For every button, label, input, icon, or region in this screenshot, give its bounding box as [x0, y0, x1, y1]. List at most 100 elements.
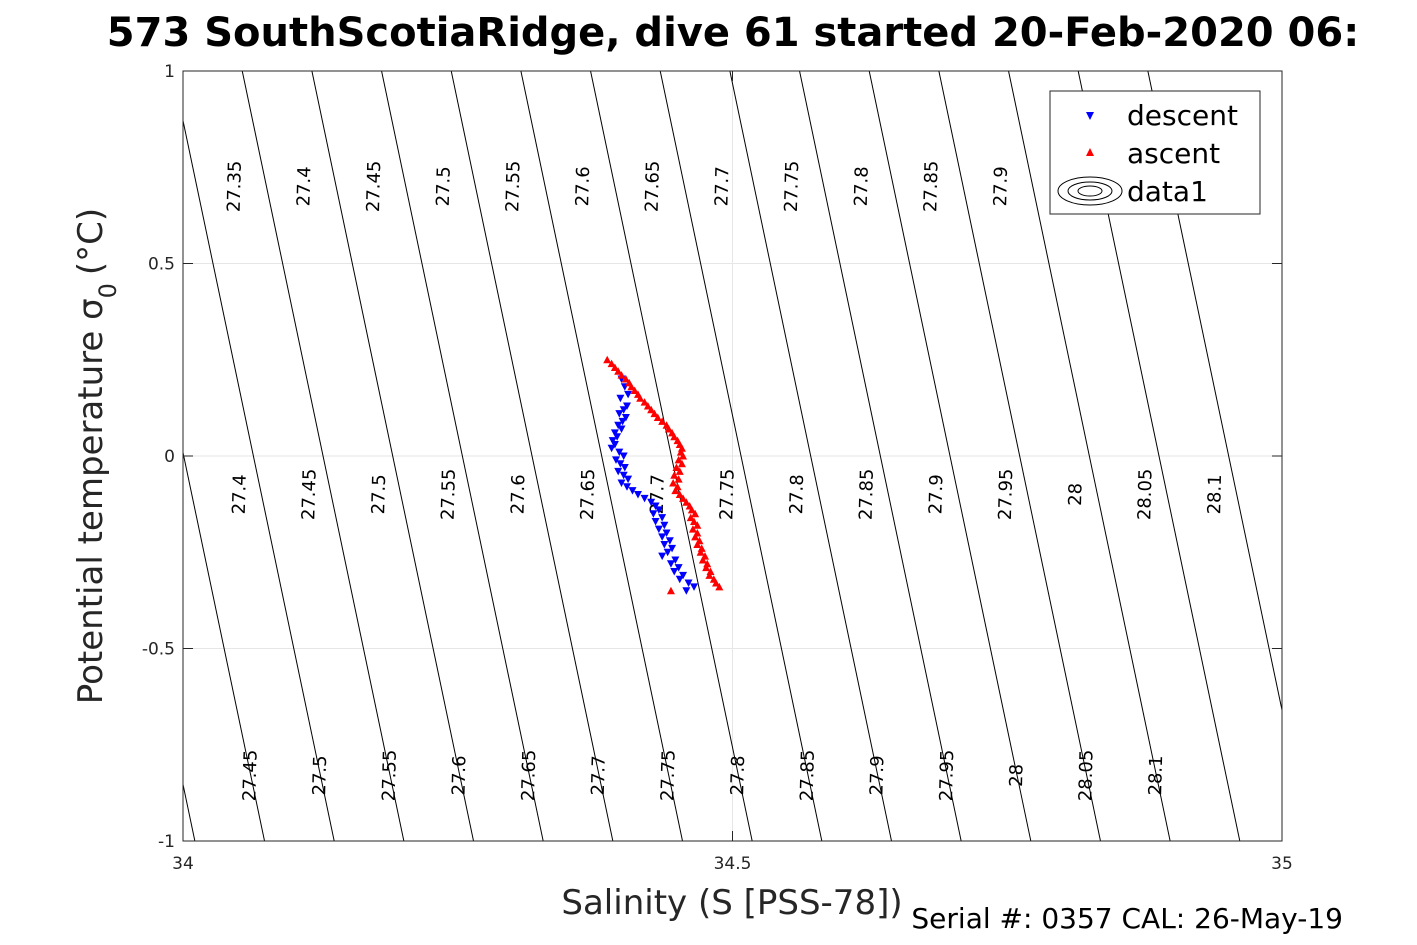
density-contour-label: 27.7 — [588, 755, 610, 796]
density-contour-label: 27.95 — [936, 749, 958, 801]
descent-point — [647, 498, 656, 507]
descent-point — [660, 541, 669, 549]
density-contour-line — [183, 782, 196, 841]
descent-point — [682, 587, 691, 595]
descent-point — [618, 417, 627, 426]
descent-point — [665, 537, 674, 545]
descent-point — [617, 425, 626, 434]
density-contour-label: 27.5 — [433, 166, 455, 207]
descent-point — [684, 579, 693, 588]
x-tick-label: 34 — [172, 854, 194, 874]
density-contour-label: 27.35 — [224, 160, 246, 212]
y-axis-title: Potential temperature σ0 (°C) — [71, 208, 122, 704]
descent-point — [633, 491, 642, 499]
grid-lines — [183, 71, 1282, 841]
ascent-point — [610, 363, 619, 371]
descent-point — [658, 552, 667, 561]
ascent-point — [674, 455, 683, 464]
descent-point — [619, 406, 628, 414]
descent-point — [615, 448, 624, 457]
density-contour-label: 27.5 — [368, 474, 390, 515]
y-axis-title-main: Potential temperature σ — [71, 298, 111, 704]
legend[interactable]: descent ascent data1 — [1049, 90, 1261, 215]
density-contour-line — [659, 71, 823, 841]
descent-point — [658, 533, 667, 541]
descent-point — [619, 452, 628, 460]
ascent-point — [617, 371, 626, 379]
density-contour-line — [868, 71, 1032, 841]
descent-point — [651, 502, 660, 511]
density-contour-label: 27.75 — [781, 160, 803, 212]
density-contour-label: 27.65 — [518, 749, 540, 801]
descent-point — [624, 475, 633, 484]
ascent-point — [702, 563, 711, 572]
legend-descent-marker — [1086, 112, 1094, 120]
descent-point — [663, 548, 672, 557]
ascent-point — [686, 513, 695, 522]
ascent-point — [696, 548, 705, 556]
density-contour-line — [381, 71, 544, 841]
density-contour-label: 27.7 — [711, 166, 733, 207]
descent-point — [660, 521, 669, 530]
density-contour-label: 28 — [1006, 764, 1028, 787]
density-contour-label: 27.4 — [293, 166, 315, 207]
density-contour-label: 27.85 — [797, 749, 819, 801]
density-contour-label: 27.8 — [727, 755, 749, 796]
ascent-point — [687, 505, 696, 514]
ascent-point — [679, 494, 688, 502]
density-contour-line — [520, 71, 684, 841]
ascent-point — [677, 459, 686, 468]
serial-footer: Serial #: 0357 CAL: 26-May-19 — [911, 902, 1343, 935]
descent-point — [621, 414, 630, 422]
ascent-point — [621, 375, 630, 383]
density-contour-label: 27.45 — [298, 468, 320, 520]
y-axis-title-subscript: 0 — [94, 283, 122, 298]
legend-data1-marker — [1057, 176, 1123, 206]
ascent-point — [688, 525, 697, 533]
ascent-point — [672, 463, 681, 472]
density-contour-label: 27.65 — [577, 468, 599, 520]
legend-data1-label: data1 — [1127, 175, 1208, 208]
density-contour-label: 27.45 — [363, 160, 385, 212]
descent-point — [658, 514, 667, 522]
density-contour-label: 27.9 — [925, 474, 947, 515]
density-contour-label: 27.55 — [438, 468, 460, 520]
density-contour-label: 27.95 — [995, 468, 1017, 520]
ascent-point — [630, 386, 639, 395]
chart-title: 573 SouthScotiaRidge, dive 61 started 20… — [107, 10, 1359, 56]
density-contour-line — [938, 71, 1101, 841]
density-contour-label: 27.45 — [239, 749, 261, 801]
density-contour-label: 28.05 — [1134, 468, 1156, 520]
ascent-point — [671, 486, 680, 495]
density-contour-label: 27.4 — [229, 474, 251, 515]
descent-point — [666, 560, 675, 568]
descent-point — [614, 467, 623, 476]
descent-point — [613, 433, 622, 441]
legend-box — [1049, 90, 1261, 215]
ascent-point — [682, 498, 691, 506]
ascent-point — [636, 394, 645, 402]
descent-point — [628, 487, 637, 495]
descent-point — [679, 571, 688, 580]
descent-point — [690, 583, 699, 591]
density-contour-line — [729, 71, 893, 841]
density-contour-line — [183, 118, 335, 841]
descent-point — [617, 479, 626, 487]
y-tick-label: 0.5 — [148, 255, 175, 275]
data-points — [603, 355, 724, 595]
density-contour-label: 27.75 — [657, 749, 679, 801]
x-axis-title: Salinity (S [PSS-78]) — [561, 883, 902, 923]
ascent-point — [643, 401, 652, 410]
axis-ticks: 34 34.5 35 -1 -0.5 0 0.5 1 — [142, 62, 1293, 874]
ascent-point — [712, 579, 721, 587]
descent-point — [654, 525, 663, 534]
density-contour-label: 27.5 — [309, 755, 331, 796]
ascent-point — [670, 432, 679, 441]
descent-point — [612, 456, 621, 464]
ascent-point — [669, 478, 678, 487]
ascent-point — [640, 398, 649, 406]
legend-ascent-label: ascent — [1127, 137, 1220, 170]
ascent-point — [698, 555, 707, 564]
ascent-point — [691, 532, 700, 541]
ascent-point — [603, 355, 612, 364]
